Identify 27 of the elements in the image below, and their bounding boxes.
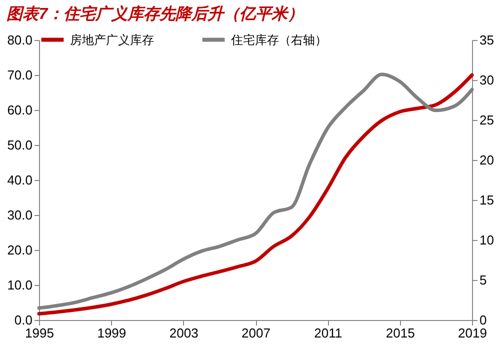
y2-tick-label: 35	[480, 32, 494, 48]
y-tick-label: 50.0	[7, 138, 32, 152]
y-tick-label: 70.0	[7, 68, 32, 82]
y2-tick-label: 25	[480, 112, 494, 128]
y2-tick-label: 5	[480, 272, 487, 288]
legend-label: 住宅库存（右轴）	[230, 32, 327, 47]
x-tick-label: 2003	[169, 326, 198, 340]
y-tick-label: 60.0	[7, 102, 32, 118]
x-tick-label: 2007	[242, 326, 270, 340]
y-tick-label: 30.0	[7, 208, 32, 222]
legend-label: 房地产广义库存	[70, 32, 154, 47]
x-tick-label: 2011	[314, 326, 342, 340]
y2-tick-label: 30	[480, 72, 494, 88]
x-tick-label: 1995	[25, 326, 54, 340]
y2-tick-label: 20	[480, 152, 494, 168]
y2-tick-label: 10	[480, 232, 494, 248]
x-tick-label: 1999	[97, 326, 126, 340]
chart-title: 图表7：住宅广义库存先降后升（亿平米）	[6, 4, 304, 23]
y-tick-label: 40.0	[7, 172, 32, 188]
y-tick-label: 20.0	[7, 242, 32, 258]
y2-tick-label: 15	[480, 192, 494, 208]
y2-tick-label: 0	[480, 312, 487, 328]
y-tick-label: 80.0	[7, 32, 32, 48]
x-tick-label: 2019	[458, 326, 487, 340]
y-tick-label: 0.0	[14, 312, 32, 328]
y-tick-label: 10.0	[7, 278, 32, 292]
x-tick-label: 2015	[386, 326, 415, 340]
